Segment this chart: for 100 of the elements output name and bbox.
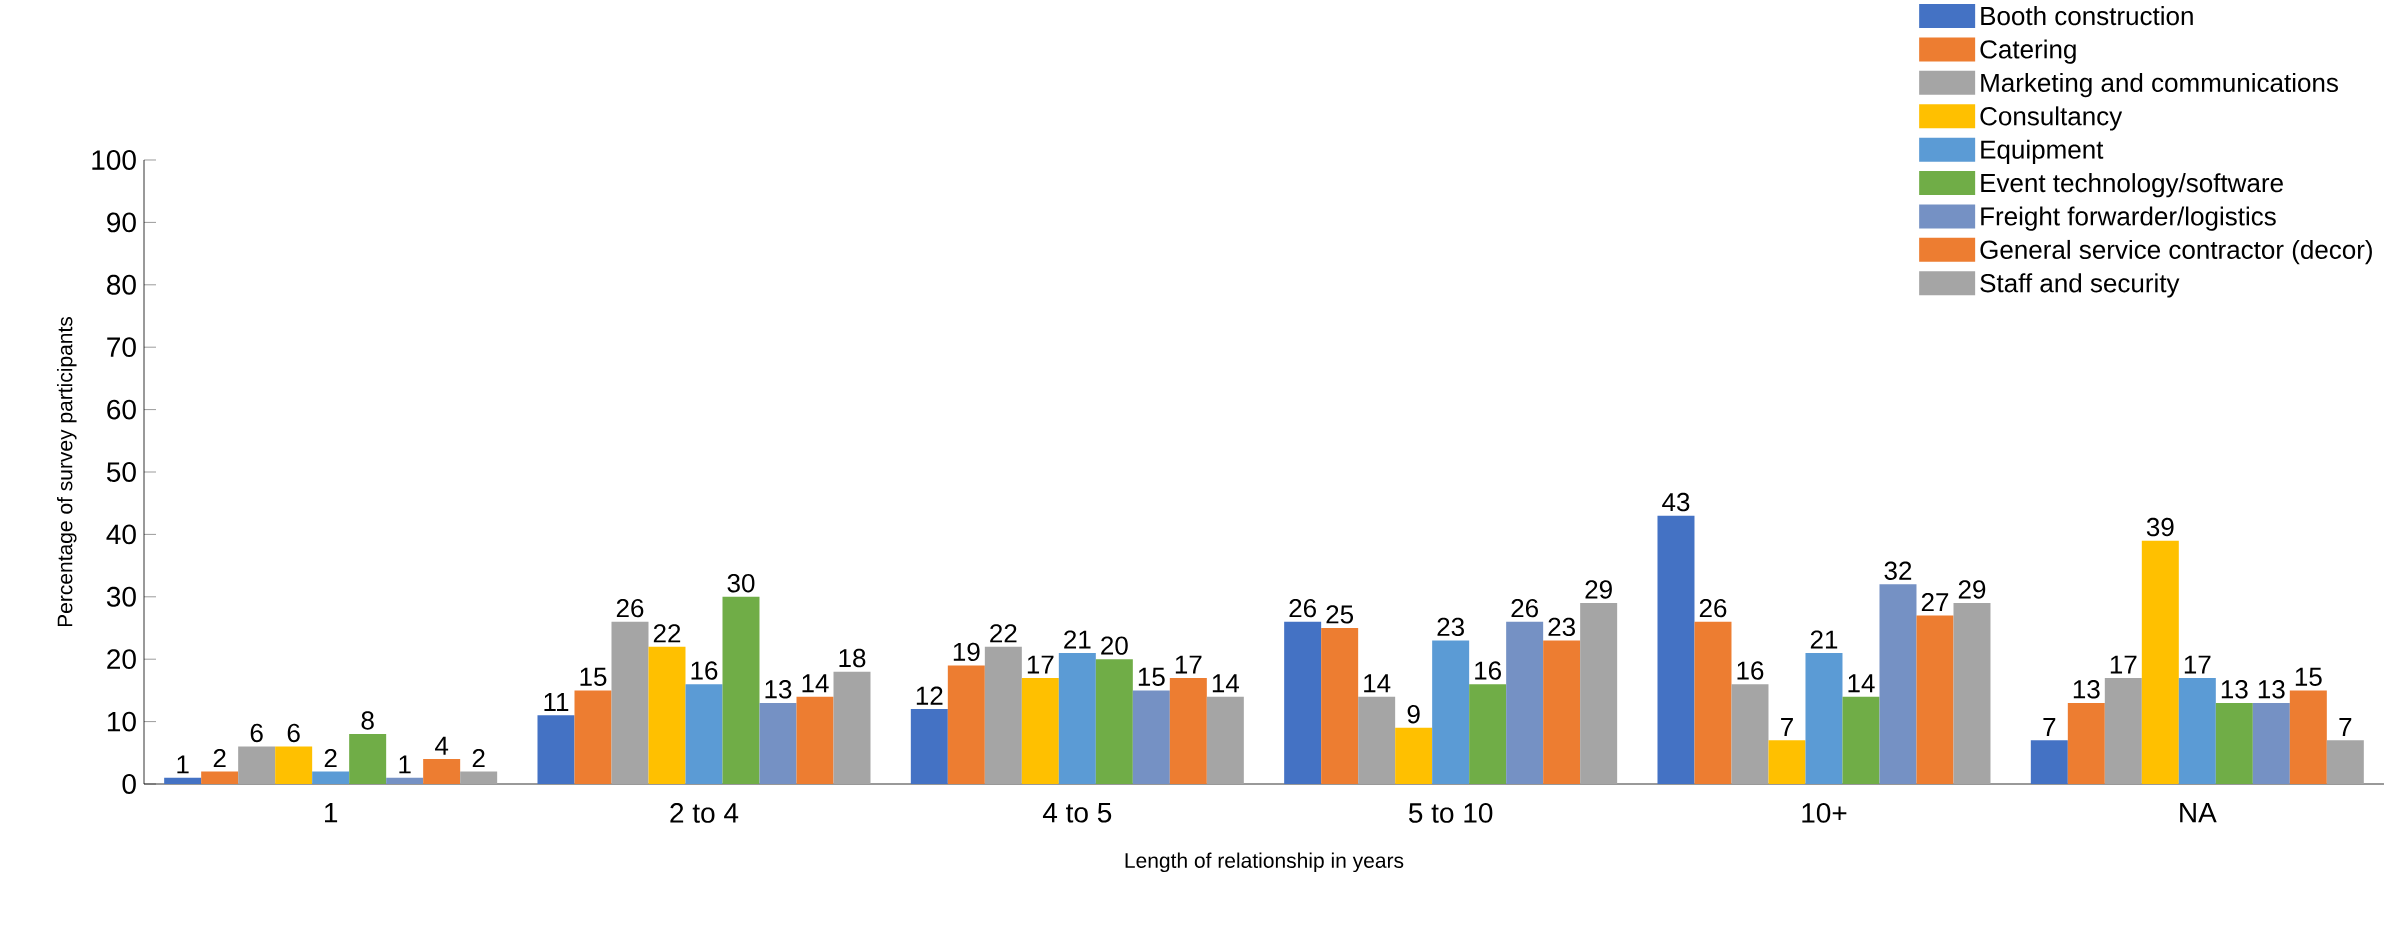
data-label: 6 — [287, 723, 300, 743]
bar — [648, 646, 686, 784]
y-tick-label: 90 — [107, 212, 136, 233]
data-label: 21 — [1064, 630, 1091, 649]
data-label: 26 — [1511, 598, 1538, 618]
bar — [685, 684, 723, 784]
bar — [386, 777, 424, 784]
bar — [238, 746, 276, 784]
data-label: 15 — [2295, 667, 2322, 686]
bar — [984, 646, 1022, 784]
bar — [722, 596, 760, 784]
legend-label: Freight forwarder/logistics — [1981, 206, 2276, 231]
data-label: 16 — [691, 661, 718, 680]
bar — [1842, 696, 1880, 784]
bar — [1953, 603, 1991, 784]
legend-label: Equipment — [1981, 139, 2104, 164]
bar — [2215, 702, 2253, 784]
y-tick-label: 100 — [92, 150, 136, 170]
bar — [1169, 677, 1207, 784]
bar — [275, 746, 313, 784]
bar — [1132, 690, 1170, 784]
bar — [2252, 702, 2290, 784]
data-label: 29 — [1585, 580, 1612, 599]
bar — [1805, 652, 1843, 784]
bar — [2067, 702, 2105, 784]
data-label: 23 — [1548, 617, 1575, 637]
bar — [611, 621, 649, 784]
data-label: 30 — [727, 573, 755, 593]
bar — [201, 771, 239, 784]
bar — [349, 734, 387, 784]
data-label: 2 — [472, 748, 485, 768]
data-label: 14 — [802, 674, 829, 693]
y-tick-label: 70 — [107, 337, 136, 358]
data-label: 16 — [1475, 661, 1501, 680]
bar — [1058, 652, 1096, 784]
bar — [1731, 684, 1769, 784]
bar — [796, 696, 834, 784]
x-tick-label: 10+ — [1802, 803, 1847, 823]
y-tick-label: 80 — [107, 274, 136, 295]
bar — [833, 671, 871, 784]
x-tick-label: 4 to 5 — [1042, 803, 1112, 823]
data-label: 1 — [177, 755, 189, 774]
bar — [2178, 677, 2216, 784]
data-label: 26 — [1699, 598, 1727, 618]
legend-label: Booth construction — [1981, 6, 2193, 26]
x-tick-label: 5 to 10 — [1408, 803, 1493, 823]
data-label: 27 — [1921, 592, 1949, 612]
data-label: 12 — [916, 686, 943, 705]
legend-label: Staff and security — [1980, 273, 2180, 298]
data-label: 14 — [1364, 674, 1391, 693]
bar — [1916, 615, 1954, 784]
bar — [2141, 540, 2179, 784]
data-label: 2 — [213, 748, 226, 768]
data-label: 18 — [839, 648, 866, 668]
bar — [537, 715, 575, 784]
data-label: 29 — [1958, 580, 1986, 599]
data-label: 23 — [1437, 617, 1464, 637]
bar — [1469, 684, 1507, 784]
data-label: 19 — [953, 642, 980, 662]
data-label: 16 — [1737, 661, 1764, 680]
bar — [910, 709, 948, 784]
data-label: 20 — [1101, 636, 1128, 655]
y-axis-title: Percentage of survey participants — [56, 316, 77, 627]
data-label: 13 — [2258, 680, 2285, 699]
data-label: 11 — [544, 693, 569, 711]
bar — [2289, 690, 2327, 784]
legend-label: Consultancy — [1980, 106, 2123, 131]
y-tick-label: 0 — [122, 774, 136, 794]
bar — [1321, 628, 1359, 784]
data-label: 17 — [1027, 655, 1054, 674]
x-tick-label: NA — [2180, 803, 2217, 823]
legend-label: Marketing and communications — [1981, 72, 2338, 98]
data-label: 15 — [1138, 667, 1165, 686]
data-label: 4 — [435, 736, 449, 755]
data-label: 43 — [1662, 492, 1690, 512]
bar — [312, 771, 350, 784]
legend-label: Catering — [1980, 39, 2076, 64]
y-tick-label: 40 — [106, 524, 136, 545]
data-label: 17 — [1175, 655, 1202, 674]
bar — [1284, 621, 1322, 784]
data-label: 1 — [399, 755, 411, 774]
data-label: 17 — [2184, 655, 2211, 674]
bar — [423, 759, 461, 784]
data-label: 7 — [2339, 718, 2352, 736]
data-label: 7 — [1781, 718, 1793, 736]
legend-label: General service contractor (decor) — [1980, 239, 2372, 265]
data-label: 14 — [1212, 674, 1240, 693]
bar — [2104, 677, 2142, 784]
y-tick-label: 20 — [107, 649, 136, 670]
data-label: 26 — [1289, 598, 1316, 618]
y-tick-label: 30 — [106, 586, 136, 607]
y-tick-label: 10 — [107, 711, 136, 732]
data-label: 13 — [2073, 680, 2100, 699]
data-label: 14 — [1848, 674, 1875, 693]
data-label: 8 — [361, 711, 374, 730]
data-label: 6 — [250, 723, 263, 743]
data-label: 13 — [2221, 680, 2248, 699]
data-label: 17 — [2110, 655, 2137, 674]
data-label: 25 — [1326, 605, 1354, 624]
data-label: 21 — [1810, 630, 1838, 649]
